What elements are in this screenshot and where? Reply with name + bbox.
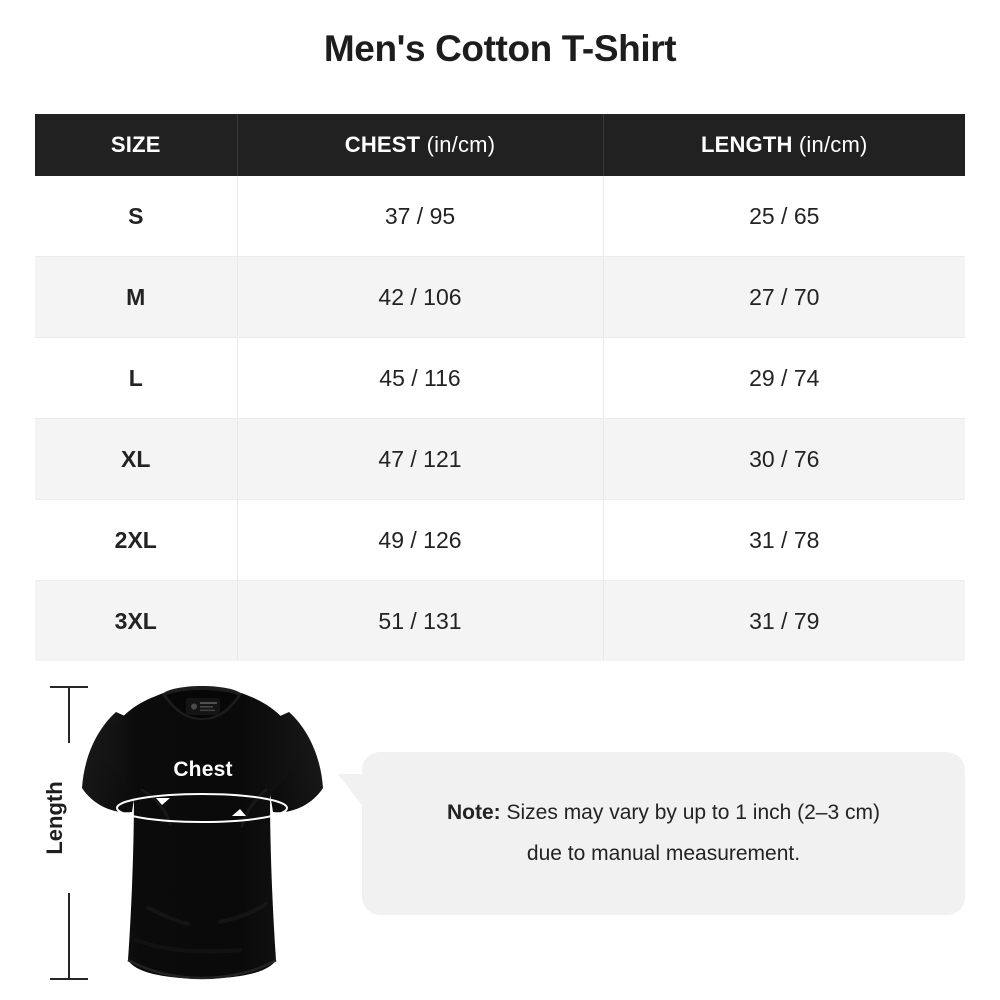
- page-title: Men's Cotton T-Shirt: [323, 28, 677, 69]
- column-header-chest-label: CHEST: [344, 132, 421, 157]
- note-bubble-tail: [338, 774, 364, 808]
- note-line-1: Note: Sizes may vary by up to 1 inch (2–…: [396, 793, 931, 834]
- table-row: M 42 / 106 27 / 70: [35, 256, 965, 338]
- cell-size: 2XL: [35, 499, 238, 581]
- table-body: S 37 / 95 25 / 65 M 42 / 106 27 / 70 L 4…: [35, 176, 965, 661]
- cell-size: L: [35, 337, 238, 419]
- column-header-length-unit: (in/cm): [792, 132, 868, 157]
- measurement-illustration: Length: [0, 660, 1000, 1000]
- cell-chest: 49 / 126: [237, 499, 604, 581]
- cell-chest: 45 / 116: [237, 337, 604, 419]
- cell-size: M: [35, 256, 238, 338]
- cell-chest: 42 / 106: [237, 256, 604, 338]
- table-header: SIZE CHEST (in/cm) LENGTH (in/cm): [35, 114, 965, 176]
- note-line-2: due to manual measurement.: [526, 841, 801, 865]
- table-header-row: SIZE CHEST (in/cm) LENGTH (in/cm): [35, 114, 965, 176]
- cell-chest: 37 / 95: [237, 176, 604, 257]
- table-row: XL 47 / 121 30 / 76: [35, 418, 965, 500]
- cell-size: S: [35, 176, 238, 257]
- table-row: 3XL 51 / 131 31 / 79: [35, 580, 965, 661]
- length-dimension-line: Length: [36, 682, 88, 984]
- tshirt-neck-tag: [186, 698, 220, 715]
- chest-measurement-line: [116, 793, 288, 823]
- column-header-length-label: LENGTH: [700, 132, 793, 157]
- tshirt-fabric-folds: [134, 788, 268, 954]
- cell-length: 25 / 65: [603, 176, 965, 257]
- length-label: Length: [39, 743, 71, 893]
- cell-chest: 51 / 131: [237, 580, 604, 661]
- cell-length: 29 / 74: [603, 337, 965, 419]
- size-chart-table: SIZE CHEST (in/cm) LENGTH (in/cm) S 37 /…: [35, 114, 965, 661]
- table-row: 2XL 49 / 126 31 / 78: [35, 499, 965, 581]
- table-row: L 45 / 116 29 / 74: [35, 337, 965, 419]
- cell-chest: 47 / 121: [237, 418, 604, 500]
- cell-length: 31 / 78: [603, 499, 965, 581]
- length-dimension-cap-bottom: [50, 978, 88, 980]
- table-row: S 37 / 95 25 / 65: [35, 176, 965, 257]
- tshirt-hem: [127, 958, 277, 980]
- cell-size: 3XL: [35, 580, 238, 661]
- cell-length: 30 / 76: [603, 418, 965, 500]
- note-prefix: Note:: [447, 800, 501, 824]
- note-bubble: Note: Sizes may vary by up to 1 inch (2–…: [338, 752, 965, 915]
- column-header-chest-unit: (in/cm): [420, 132, 496, 157]
- cell-length: 31 / 79: [603, 580, 965, 661]
- note-text-first: Sizes may vary by up to 1 inch (2–3 cm): [500, 800, 880, 824]
- cell-size: XL: [35, 418, 238, 500]
- column-header-size: SIZE: [35, 114, 238, 176]
- column-header-size-label: SIZE: [110, 132, 161, 157]
- cell-length: 27 / 70: [603, 256, 965, 338]
- column-header-length: LENGTH (in/cm): [603, 114, 965, 176]
- tshirt-body: [102, 688, 302, 979]
- column-header-chest: CHEST (in/cm): [237, 114, 604, 176]
- tshirt-illustration: [70, 672, 335, 1000]
